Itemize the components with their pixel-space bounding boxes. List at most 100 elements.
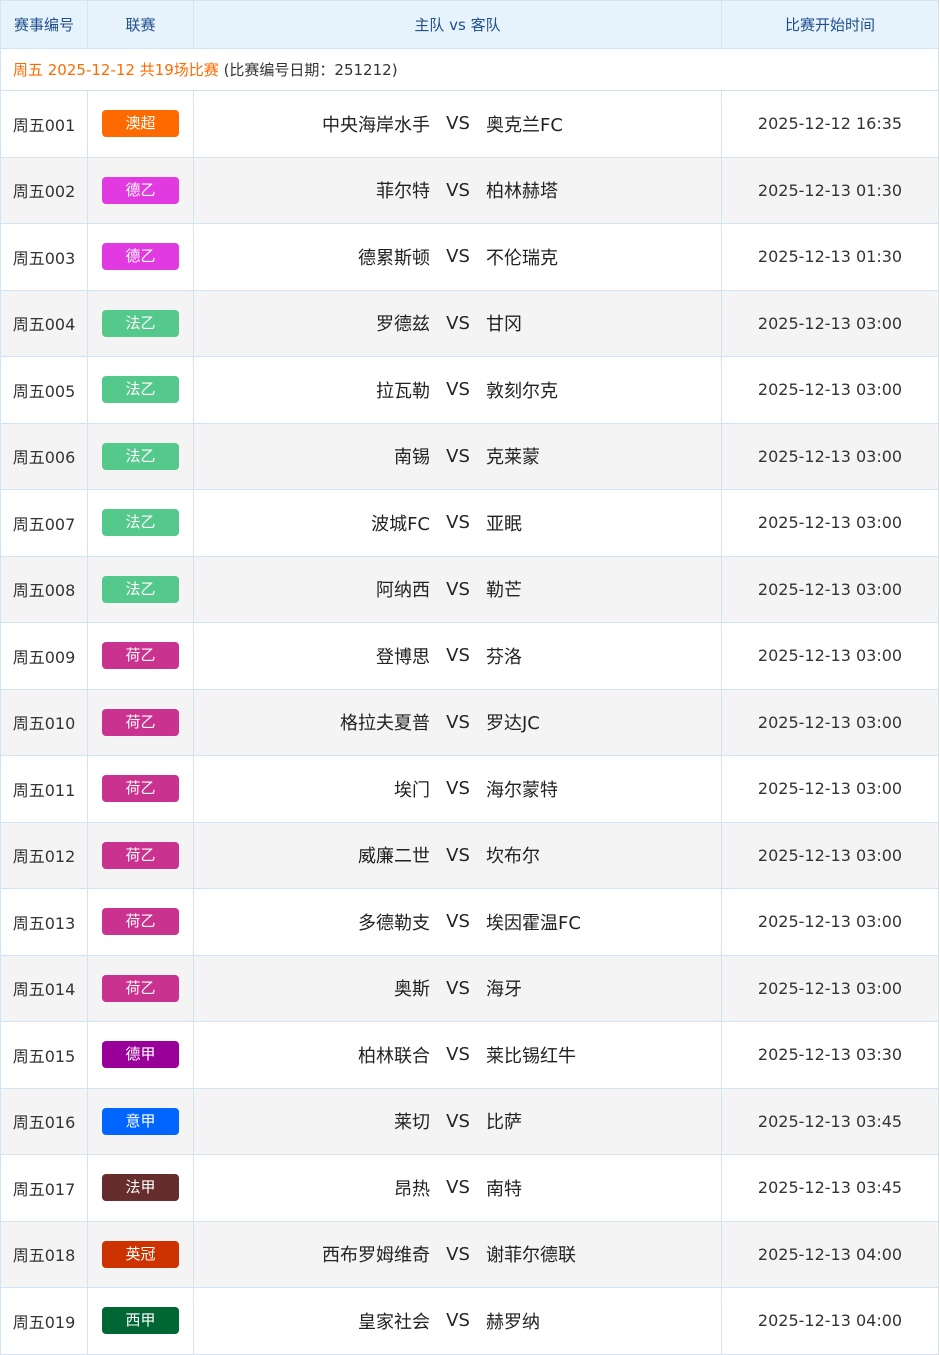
home-team[interactable]: 菲尔特 [376, 181, 430, 203]
league-badge[interactable]: 荷乙 [102, 775, 179, 803]
match-row[interactable]: 周五002 德乙 菲尔特 VS 柏林赫塔 2025-12-13 01:30 [0, 156, 939, 224]
league-cell: 英冠 [87, 1220, 194, 1288]
home-team[interactable]: 格拉夫夏普 [340, 713, 430, 735]
league-badge[interactable]: 法乙 [102, 376, 179, 404]
league-cell: 荷乙 [87, 755, 194, 823]
match-row[interactable]: 周五003 德乙 德累斯顿 VS 不伦瑞克 2025-12-13 01:30 [0, 223, 939, 291]
match-row[interactable]: 周五010 荷乙 格拉夫夏普 VS 罗达JC 2025-12-13 03:00 [0, 688, 939, 756]
header-match: 主队 vs 客队 [193, 0, 722, 49]
match-row[interactable]: 周五006 法乙 南锡 VS 克莱蒙 2025-12-13 03:00 [0, 422, 939, 490]
match-id: 周五015 [0, 1021, 88, 1089]
league-badge[interactable]: 法乙 [102, 442, 179, 470]
match-row[interactable]: 周五019 西甲 皇家社会 VS 赫罗纳 2025-12-13 04:00 [0, 1287, 939, 1355]
match-id: 周五018 [0, 1220, 88, 1288]
match-row[interactable]: 周五007 法乙 波城FC VS 亚眠 2025-12-13 03:00 [0, 489, 939, 557]
match-row[interactable]: 周五017 法甲 昂热 VS 南特 2025-12-13 03:45 [0, 1154, 939, 1222]
match-row[interactable]: 周五014 荷乙 奥斯 VS 海牙 2025-12-13 03:00 [0, 954, 939, 1022]
match-id: 周五003 [0, 223, 88, 291]
match-row[interactable]: 周五015 德甲 柏林联合 VS 莱比锡红牛 2025-12-13 03:30 [0, 1021, 939, 1089]
league-cell: 荷乙 [87, 888, 194, 956]
header-league: 联赛 [87, 0, 194, 49]
away-team[interactable]: 不伦瑞克 [486, 247, 558, 269]
home-team[interactable]: 波城FC [371, 513, 430, 535]
home-team[interactable]: 奥斯 [394, 979, 430, 1001]
home-team[interactable]: 中央海岸水手 [322, 114, 430, 136]
away-team[interactable]: 海牙 [486, 979, 522, 1001]
away-team[interactable]: 奥克兰FC [486, 114, 563, 136]
home-team[interactable]: 多德勒支 [358, 912, 430, 934]
league-cell: 荷乙 [87, 821, 194, 889]
league-badge[interactable]: 西甲 [102, 1307, 179, 1335]
match-row[interactable]: 周五005 法乙 拉瓦勒 VS 敦刻尔克 2025-12-13 03:00 [0, 356, 939, 424]
match-time: 2025-12-13 01:30 [721, 156, 939, 224]
home-team[interactable]: 西布罗姆维奇 [322, 1245, 430, 1267]
home-team[interactable]: 昂热 [394, 1178, 430, 1200]
vs-label: VS [446, 578, 470, 600]
away-team[interactable]: 海尔蒙特 [486, 779, 558, 801]
vs-label: VS [446, 246, 470, 268]
match-row[interactable]: 周五013 荷乙 多德勒支 VS 埃因霍温FC 2025-12-13 03:00 [0, 888, 939, 956]
home-team[interactable]: 德累斯顿 [358, 247, 430, 269]
away-team[interactable]: 埃因霍温FC [486, 912, 581, 934]
vs-label: VS [446, 911, 470, 933]
league-badge[interactable]: 荷乙 [102, 908, 179, 936]
match-row[interactable]: 周五001 澳超 中央海岸水手 VS 奥克兰FC 2025-12-12 16:35 [0, 90, 939, 158]
away-team[interactable]: 谢菲尔德联 [486, 1245, 576, 1267]
away-team[interactable]: 柏林赫塔 [486, 181, 558, 203]
home-team[interactable]: 拉瓦勒 [376, 380, 430, 402]
away-team[interactable]: 罗达JC [486, 713, 540, 735]
league-badge[interactable]: 荷乙 [102, 974, 179, 1002]
match-time: 2025-12-13 03:00 [721, 422, 939, 490]
match-id: 周五009 [0, 622, 88, 690]
league-cell: 法甲 [87, 1154, 194, 1222]
home-team[interactable]: 罗德兹 [376, 314, 430, 336]
league-badge[interactable]: 法乙 [102, 309, 179, 337]
home-team[interactable]: 莱切 [394, 1112, 430, 1134]
away-team[interactable]: 比萨 [486, 1112, 522, 1134]
away-team[interactable]: 甘冈 [486, 314, 522, 336]
league-badge[interactable]: 荷乙 [102, 708, 179, 736]
match-row[interactable]: 周五012 荷乙 威廉二世 VS 坎布尔 2025-12-13 03:00 [0, 821, 939, 889]
away-team[interactable]: 南特 [486, 1178, 522, 1200]
league-badge[interactable]: 荷乙 [102, 841, 179, 869]
teams-cell: 德累斯顿 VS 不伦瑞克 [193, 223, 722, 291]
home-team[interactable]: 埃门 [394, 779, 430, 801]
away-team[interactable]: 坎布尔 [486, 846, 540, 868]
match-time: 2025-12-12 16:35 [721, 90, 939, 158]
match-time: 2025-12-13 03:00 [721, 821, 939, 889]
league-badge[interactable]: 德乙 [102, 243, 179, 271]
home-team[interactable]: 南锡 [394, 447, 430, 469]
league-badge[interactable]: 法乙 [102, 575, 179, 603]
home-team[interactable]: 皇家社会 [358, 1311, 430, 1333]
away-team[interactable]: 莱比锡红牛 [486, 1045, 576, 1067]
away-team[interactable]: 芬洛 [486, 646, 522, 668]
match-row[interactable]: 周五008 法乙 阿纳西 VS 勒芒 2025-12-13 03:00 [0, 555, 939, 623]
league-cell: 法乙 [87, 422, 194, 490]
league-badge[interactable]: 法乙 [102, 509, 179, 537]
vs-label: VS [446, 977, 470, 999]
league-badge[interactable]: 澳超 [102, 110, 179, 138]
match-row[interactable]: 周五004 法乙 罗德兹 VS 甘冈 2025-12-13 03:00 [0, 289, 939, 357]
league-badge[interactable]: 英冠 [102, 1240, 179, 1268]
league-badge[interactable]: 荷乙 [102, 642, 179, 670]
away-team[interactable]: 敦刻尔克 [486, 380, 558, 402]
match-row[interactable]: 周五009 荷乙 登博思 VS 芬洛 2025-12-13 03:00 [0, 622, 939, 690]
home-team[interactable]: 阿纳西 [376, 580, 430, 602]
away-team[interactable]: 克莱蒙 [486, 447, 540, 469]
league-badge[interactable]: 法甲 [102, 1174, 179, 1202]
match-row[interactable]: 周五018 英冠 西布罗姆维奇 VS 谢菲尔德联 2025-12-13 04:00 [0, 1220, 939, 1288]
away-team[interactable]: 赫罗纳 [486, 1311, 540, 1333]
away-team[interactable]: 勒芒 [486, 580, 522, 602]
teams-cell: 皇家社会 VS 赫罗纳 [193, 1287, 722, 1355]
home-team[interactable]: 威廉二世 [358, 846, 430, 868]
league-badge[interactable]: 德甲 [102, 1041, 179, 1069]
away-team[interactable]: 亚眠 [486, 513, 522, 535]
home-team[interactable]: 登博思 [376, 646, 430, 668]
league-badge[interactable]: 意甲 [102, 1107, 179, 1135]
league-badge[interactable]: 德乙 [102, 176, 179, 204]
home-team[interactable]: 柏林联合 [358, 1045, 430, 1067]
match-row[interactable]: 周五016 意甲 莱切 VS 比萨 2025-12-13 03:45 [0, 1087, 939, 1155]
league-cell: 德乙 [87, 156, 194, 224]
match-row[interactable]: 周五011 荷乙 埃门 VS 海尔蒙特 2025-12-13 03:00 [0, 755, 939, 823]
